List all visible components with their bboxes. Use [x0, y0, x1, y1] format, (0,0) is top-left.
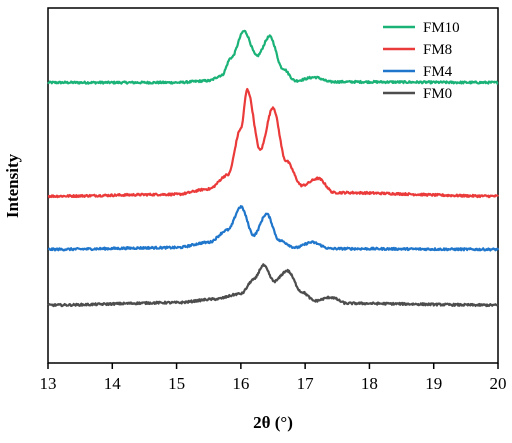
- series-line-fm4: [47, 205, 500, 252]
- legend: FM10 FM8 FM4 FM0: [383, 20, 460, 102]
- x-tick-label: 16: [232, 374, 249, 393]
- x-tick-label: 15: [168, 374, 185, 393]
- x-tick-label: 18: [361, 374, 378, 393]
- x-axis-title: 2θ (°): [253, 413, 293, 432]
- plot-frame: [47, 7, 499, 364]
- legend-label-fm10: FM10: [423, 20, 460, 36]
- legend-label-fm8: FM8: [423, 42, 452, 58]
- series-group: [47, 29, 500, 308]
- x-tick-label: 19: [425, 374, 442, 393]
- x-tick-label: 13: [40, 374, 57, 393]
- series-line-fm8: [47, 87, 499, 199]
- legend-label-fm0: FM0: [423, 86, 452, 102]
- x-tick-label: 17: [297, 374, 315, 393]
- x-axis: 13 14 15 16 17 18 19 20: [40, 363, 507, 393]
- plot-area: [47, 7, 500, 364]
- x-tick-label: 14: [104, 374, 122, 393]
- x-tick-label: 20: [490, 374, 507, 393]
- y-axis-title: Intensity: [3, 153, 22, 218]
- legend-label-fm4: FM4: [423, 64, 453, 80]
- series-line-fm10: [47, 29, 499, 85]
- series-line-fm0: [47, 263, 499, 308]
